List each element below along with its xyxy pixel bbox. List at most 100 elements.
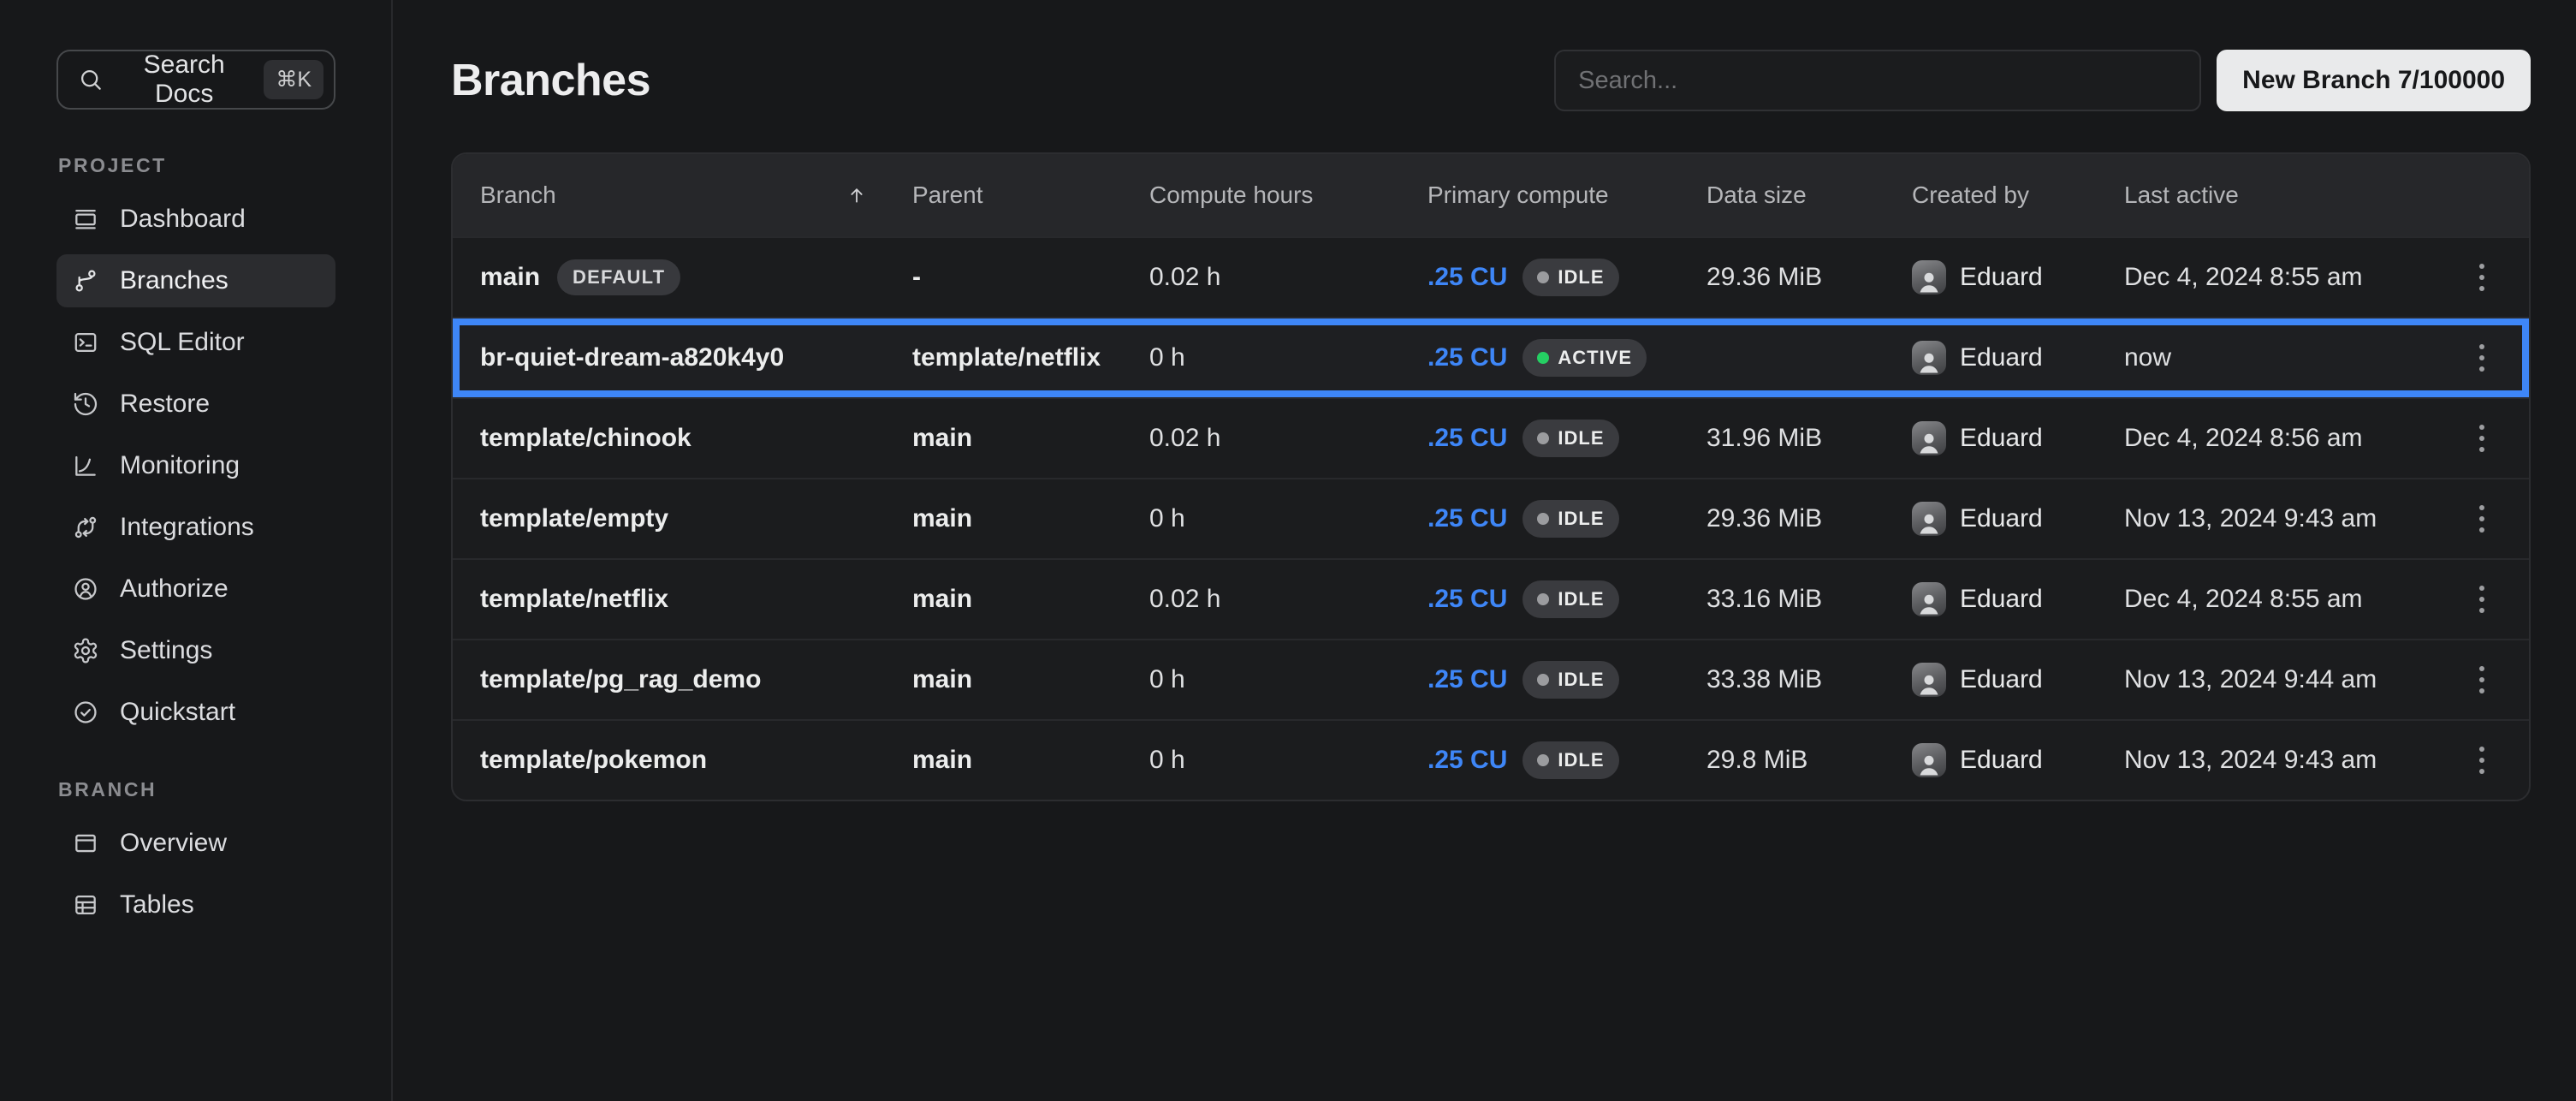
status-label: IDLE: [1558, 588, 1605, 610]
row-menu-button[interactable]: [2469, 736, 2495, 784]
table-row[interactable]: template/netflix main 0.02 h .25 CU IDLE 33.1…: [453, 558, 2529, 639]
search-docs-label: Search Docs: [143, 51, 225, 108]
primary-compute-cell: .25 CU ACTIVE: [1427, 339, 1706, 377]
compute-hours-cell: 0.02 h: [1149, 263, 1221, 291]
sidebar-item-label: Dashboard: [120, 205, 246, 233]
column-header-data_size[interactable]: Data size: [1706, 182, 1912, 209]
compute-units: .25 CU: [1427, 343, 1508, 372]
tables-icon: [72, 891, 99, 919]
column-header-branch[interactable]: Branch: [453, 182, 912, 209]
sort-asc-icon: [846, 184, 868, 206]
branches-table: Branch Parent Compute hours Primary compute…: [451, 152, 2531, 801]
user-name: Eduard: [1960, 746, 2043, 774]
settings-icon: [72, 637, 99, 664]
dashboard-icon: [72, 205, 99, 233]
avatar: [1912, 341, 1946, 375]
sidebar-nav: PROJECT Dashboard Branches SQL Editor Restor…: [56, 154, 335, 931]
menu-cell: [2407, 414, 2529, 462]
monitoring-icon: [72, 452, 99, 479]
data-size-cell: 33.38 MiB: [1706, 665, 1823, 693]
branch-name: template/empty: [480, 504, 669, 533]
row-menu-button[interactable]: [2469, 414, 2495, 462]
sidebar-item-overview[interactable]: Overview: [56, 817, 335, 870]
person-icon: [1916, 349, 1942, 375]
person-icon: [1916, 752, 1942, 777]
data-size-cell: 29.8 MiB: [1706, 746, 1808, 774]
column-label: Data size: [1706, 182, 1807, 208]
table-row[interactable]: br-quiet-dream-a820k4y0 template/netflix 0…: [453, 317, 2529, 397]
sidebar-item-label: Branches: [120, 266, 229, 295]
row-menu-button[interactable]: [2469, 495, 2495, 543]
column-header-compute_hours[interactable]: Compute hours: [1149, 182, 1427, 209]
status-label: IDLE: [1558, 427, 1605, 449]
branch-cell: template/empty: [453, 504, 912, 533]
parent-cell: main: [912, 585, 973, 613]
status-dot-icon: [1537, 271, 1550, 283]
status-badge: IDLE: [1522, 580, 1619, 618]
status-dot-icon: [1537, 754, 1550, 766]
row-menu-button[interactable]: [2469, 253, 2495, 301]
status-label: ACTIVE: [1558, 347, 1633, 368]
sidebar-item-label: Settings: [120, 636, 213, 664]
sidebar-item-tables[interactable]: Tables: [56, 878, 335, 931]
sidebar-item-authorize[interactable]: Authorize: [56, 562, 335, 616]
table-body: main DEFAULT - 0.02 h .25 CU IDLE 29.36 MiB Edu…: [453, 236, 2529, 800]
branch-cell: template/pg_rag_demo: [453, 665, 912, 694]
sidebar-item-monitoring[interactable]: Monitoring: [56, 439, 335, 492]
sidebar-item-label: Integrations: [120, 513, 254, 541]
status-label: IDLE: [1558, 669, 1605, 690]
last-active-cell: Nov 13, 2024 9:44 am: [2124, 665, 2377, 693]
status-dot-icon: [1537, 432, 1550, 444]
sidebar-item-dashboard[interactable]: Dashboard: [56, 193, 335, 246]
status-badge: IDLE: [1522, 741, 1619, 779]
status-badge: IDLE: [1522, 500, 1619, 538]
table-row[interactable]: template/pokemon main 0 h .25 CU IDLE 29.8 Mi…: [453, 719, 2529, 800]
sidebar-item-label: SQL Editor: [120, 328, 245, 356]
sidebar-section-label: PROJECT: [58, 154, 167, 176]
primary-compute-cell: .25 CU IDLE: [1427, 500, 1706, 538]
parent-cell: main: [912, 746, 973, 774]
column-header-primary_compute[interactable]: Primary compute: [1427, 182, 1706, 209]
data-size-cell: 31.96 MiB: [1706, 424, 1823, 452]
table-row[interactable]: template/pg_rag_demo main 0 h .25 CU IDLE 33.…: [453, 639, 2529, 719]
column-header-last_active[interactable]: Last active: [2124, 182, 2407, 209]
branch-name: br-quiet-dream-a820k4y0: [480, 343, 785, 372]
compute-units: .25 CU: [1427, 424, 1508, 452]
person-icon: [1916, 269, 1942, 295]
sidebar-item-quickstart[interactable]: Quickstart: [56, 686, 335, 739]
sidebar-item-branches[interactable]: Branches: [56, 254, 335, 307]
row-menu-button[interactable]: [2469, 656, 2495, 704]
branch-search-input[interactable]: [1554, 50, 2202, 111]
sidebar-item-label: Restore: [120, 390, 211, 418]
last-active-cell: Nov 13, 2024 9:43 am: [2124, 504, 2377, 533]
status-badge: IDLE: [1522, 661, 1619, 699]
column-header-created_by[interactable]: Created by: [1912, 182, 2124, 209]
branch-name: template/pg_rag_demo: [480, 665, 762, 693]
status-label: IDLE: [1558, 266, 1605, 288]
branch-cell: template/chinook: [453, 424, 912, 453]
column-header-parent[interactable]: Parent: [912, 182, 1149, 209]
primary-compute-cell: .25 CU IDLE: [1427, 580, 1706, 618]
authorize-icon: [72, 575, 99, 603]
branch-cell: template/pokemon: [453, 746, 912, 775]
search-docs-button[interactable]: Search Docs ⌘K: [56, 50, 335, 110]
sidebar-item-restore[interactable]: Restore: [56, 378, 335, 431]
sidebar-item-integrations[interactable]: Integrations: [56, 501, 335, 554]
row-menu-button[interactable]: [2469, 575, 2495, 623]
new-branch-button[interactable]: New Branch 7/100000: [2217, 50, 2531, 111]
sidebar-item-label: Authorize: [120, 574, 229, 603]
table-row[interactable]: template/empty main 0 h .25 CU IDLE 29.36 MiB…: [453, 478, 2529, 558]
table-row[interactable]: main DEFAULT - 0.02 h .25 CU IDLE 29.36 MiB Edu…: [453, 236, 2529, 317]
last-active-cell: Dec 4, 2024 8:56 am: [2124, 424, 2363, 452]
sidebar-item-settings[interactable]: Settings: [56, 624, 335, 677]
last-active-cell: now: [2124, 343, 2172, 372]
column-label: Compute hours: [1149, 182, 1314, 208]
menu-cell: [2407, 656, 2529, 704]
table-header-row: Branch Parent Compute hours Primary compute…: [453, 154, 2529, 236]
table-row[interactable]: template/chinook main 0.02 h .25 CU IDLE 31.9…: [453, 397, 2529, 478]
row-menu-button[interactable]: [2469, 334, 2495, 382]
status-badge: ACTIVE: [1522, 339, 1647, 377]
search-icon: [77, 66, 104, 93]
sidebar-item-sql-editor[interactable]: SQL Editor: [56, 316, 335, 369]
created-by-cell: Eduard: [1912, 421, 2124, 455]
